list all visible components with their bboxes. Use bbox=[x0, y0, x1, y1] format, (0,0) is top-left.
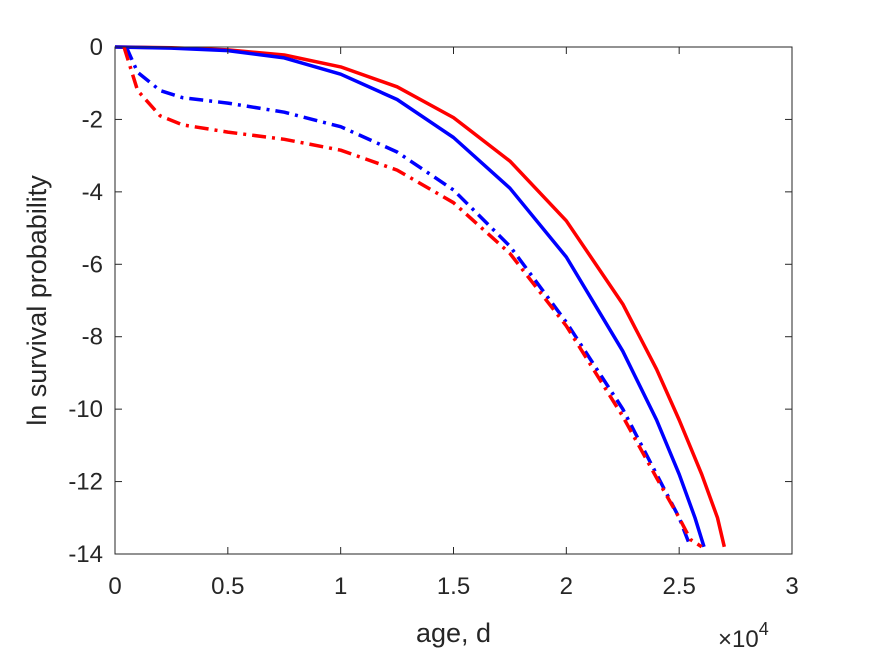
y-tick-label: -8 bbox=[82, 324, 103, 351]
ticks-layer bbox=[114, 46, 793, 555]
series-line-2-solid bbox=[114, 45, 706, 548]
x-axis-label: age, d bbox=[416, 618, 491, 648]
x-tick-label: 0 bbox=[108, 573, 121, 600]
y-tick-label: -6 bbox=[82, 251, 103, 278]
x-tick-label: 1.5 bbox=[437, 573, 470, 600]
x-axis-multiplier: ×104 bbox=[718, 619, 769, 653]
y-tick-label: -14 bbox=[68, 541, 103, 568]
y-axis-label: ln survival probability bbox=[22, 175, 52, 426]
y-tick-label: -12 bbox=[68, 469, 103, 496]
y-tick-label: -10 bbox=[68, 396, 103, 423]
x-tick-label: 2 bbox=[560, 573, 573, 600]
x-tick-label: 3 bbox=[785, 573, 798, 600]
y-tick-label: -2 bbox=[82, 106, 103, 133]
tick-labels-layer: 0 0.5 1 1.5 2 2.5 3 0 -2 -4 -6 -8 -10 -12 -14 bbox=[68, 34, 798, 600]
y-tick-label: -4 bbox=[82, 179, 103, 206]
series-layer bbox=[114, 45, 727, 549]
x-multiplier-exponent: 4 bbox=[759, 619, 769, 639]
x-tick-label: 2.5 bbox=[662, 573, 695, 600]
y-tick-label: 0 bbox=[90, 34, 103, 61]
x-tick-label: 0.5 bbox=[211, 573, 244, 600]
series-line-3-dashdot bbox=[124, 46, 693, 548]
x-tick-label: 1 bbox=[334, 573, 347, 600]
x-multiplier-base: ×10 bbox=[718, 626, 759, 653]
series-line-4-dashdot bbox=[122, 46, 703, 549]
